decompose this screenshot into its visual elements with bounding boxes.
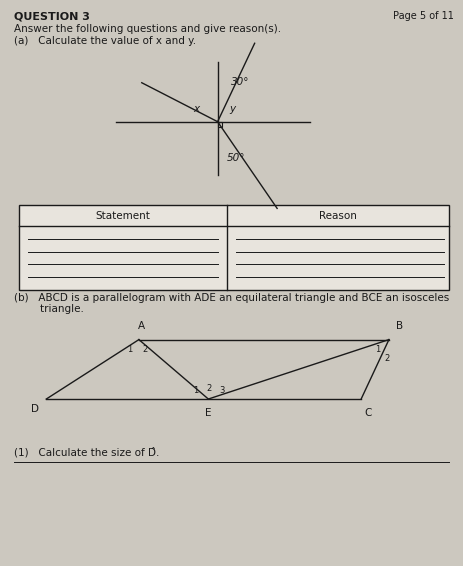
Text: Answer the following questions and give reason(s).: Answer the following questions and give …: [14, 24, 281, 34]
Text: 1: 1: [193, 385, 198, 395]
Text: Reason: Reason: [319, 211, 357, 221]
Text: 1: 1: [127, 345, 132, 354]
Text: 50°: 50°: [227, 153, 245, 163]
Polygon shape: [19, 205, 449, 290]
Text: 2: 2: [142, 345, 148, 354]
Text: 3: 3: [219, 385, 225, 395]
Text: x: x: [193, 104, 199, 114]
Text: 2: 2: [206, 384, 212, 393]
Text: Statement: Statement: [95, 211, 150, 221]
Text: 2: 2: [384, 354, 389, 363]
Text: B: B: [396, 320, 403, 331]
Text: A: A: [138, 320, 145, 331]
Text: C: C: [365, 408, 372, 418]
Text: QUESTION 3: QUESTION 3: [14, 11, 90, 22]
Text: (a)   Calculate the value of x and y.: (a) Calculate the value of x and y.: [14, 36, 196, 46]
Text: triangle.: triangle.: [14, 304, 84, 314]
Text: E: E: [205, 408, 212, 418]
Text: (b)   ABCD is a parallelogram with ADE an equilateral triangle and BCE an isosce: (b) ABCD is a parallelogram with ADE an …: [14, 293, 449, 303]
Text: 30°: 30°: [231, 77, 249, 87]
Text: (1)   Calculate the size of D̂.: (1) Calculate the size of D̂.: [14, 447, 159, 458]
Text: 1: 1: [375, 345, 380, 354]
Text: D: D: [31, 404, 39, 414]
Text: y: y: [229, 104, 235, 114]
Text: Page 5 of 11: Page 5 of 11: [393, 11, 454, 22]
